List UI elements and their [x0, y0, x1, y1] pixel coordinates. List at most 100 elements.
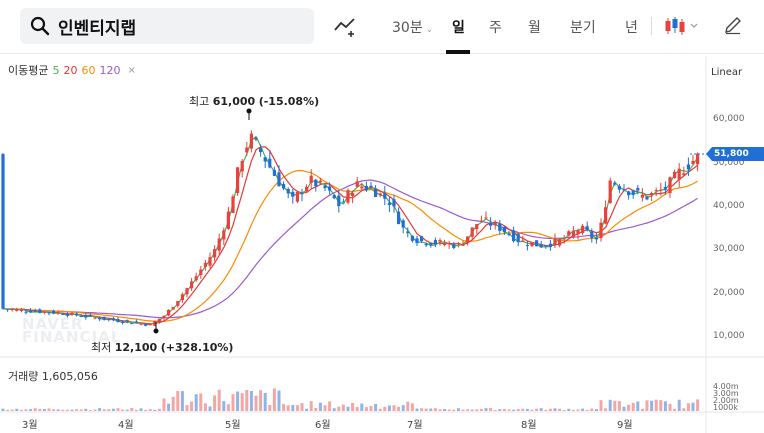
candle-body [456, 242, 460, 244]
candle-body [29, 310, 33, 313]
candle-body [93, 317, 97, 319]
volume-bar [139, 408, 143, 411]
candle-body [346, 190, 350, 203]
period-30min[interactable]: 30분 ⌄ [392, 20, 434, 36]
candle-body [420, 236, 424, 242]
volume-bar [305, 408, 309, 411]
scale-toggle[interactable]: Linear [711, 67, 743, 78]
candle-body [332, 195, 336, 199]
volume-bar [466, 409, 470, 411]
candle-body [686, 164, 690, 170]
volume-bar [65, 409, 69, 411]
volume-bar [663, 401, 667, 411]
high-annotation: 최고 61,000 (-15.08%) [189, 95, 320, 108]
candle-body [696, 153, 700, 165]
candle-body [268, 158, 272, 168]
candle-body [203, 262, 207, 267]
period-quarter[interactable]: 분기 [570, 20, 596, 36]
volume-bar [433, 408, 437, 411]
volume-bar [6, 409, 10, 411]
candle-body [10, 309, 14, 311]
volume-bar [194, 394, 198, 411]
candle-body [512, 230, 516, 242]
current-price-tag: 51,800 [706, 147, 764, 161]
month-label: 4월 [118, 420, 134, 431]
candle-body [544, 245, 548, 247]
pencil-icon[interactable] [723, 15, 743, 35]
period-month[interactable]: 월 [528, 20, 541, 36]
volume-bar [470, 409, 474, 411]
candle-body [410, 235, 414, 241]
candle-body [47, 312, 51, 314]
stock-search-box[interactable]: 인벤티지랩 [20, 8, 314, 44]
volume-bar [594, 409, 598, 411]
volume-bar [351, 402, 355, 411]
volume-bar [668, 403, 672, 411]
volume-bar [456, 408, 460, 411]
high-marker [246, 108, 252, 114]
volume-bar [328, 401, 332, 411]
candle-body [134, 321, 138, 323]
volume-bar [585, 409, 589, 411]
candle-body [341, 201, 345, 203]
volume-bar [286, 405, 290, 411]
candle-body [590, 231, 594, 238]
volume-bar [171, 396, 175, 411]
volume-bar [410, 403, 414, 411]
close-icon[interactable]: × [127, 64, 136, 76]
add-indicator-icon[interactable] [333, 14, 357, 38]
period-week[interactable]: 주 [489, 20, 502, 36]
volume-bar [282, 404, 286, 411]
candle-body [171, 307, 175, 310]
candle-type-icon[interactable] [664, 16, 700, 36]
volume-bar [272, 388, 276, 411]
volume-bar [125, 409, 129, 411]
volume-bar [429, 408, 433, 411]
volume-bar [484, 408, 488, 411]
ma5-label: 5 [52, 63, 60, 77]
period-year[interactable]: 년 [625, 20, 638, 36]
candle-body [102, 316, 106, 320]
volume-bar [631, 402, 635, 411]
volume-bar [659, 400, 663, 411]
volume-bar [153, 409, 157, 411]
volume-bar [341, 404, 345, 411]
candle-body [24, 311, 28, 313]
candle-body [443, 244, 447, 246]
candle-body [240, 161, 244, 172]
chevron-down-icon [690, 23, 698, 28]
month-label: 3월 [22, 420, 38, 431]
candle-body [111, 318, 115, 321]
period-day[interactable]: 일 [452, 20, 465, 36]
volume-bar [236, 391, 240, 411]
candle-body [617, 186, 621, 190]
candle-body [194, 276, 198, 281]
volume-bar [19, 409, 23, 411]
candle-body [254, 137, 258, 140]
volume-bar [608, 399, 612, 411]
candle-body [627, 191, 631, 196]
volume-bar [493, 409, 497, 411]
volume-bar [295, 405, 299, 411]
candle-body [507, 233, 511, 235]
candle-body [84, 314, 88, 318]
candle-body [562, 238, 566, 240]
candle-body [475, 224, 479, 230]
candle-body [263, 157, 267, 162]
month-label: 9월 [617, 420, 633, 431]
candle-body [355, 181, 359, 187]
candle-body [351, 193, 355, 196]
candle-body [415, 238, 419, 244]
candle-body [75, 313, 79, 316]
volume-bar [489, 408, 493, 411]
candle-body [401, 220, 405, 228]
candle-body [314, 179, 318, 187]
candle-body [282, 184, 286, 189]
candle-body [438, 240, 442, 242]
volume-bar [56, 409, 60, 411]
candle-body [153, 321, 157, 326]
candle-body [52, 310, 56, 314]
candle-body [594, 238, 598, 240]
volume-bar [134, 409, 138, 411]
